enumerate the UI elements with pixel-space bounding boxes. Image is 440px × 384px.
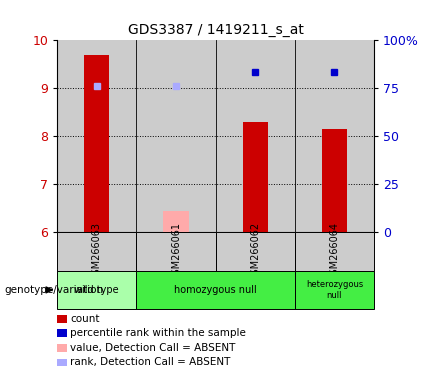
Title: GDS3387 / 1419211_s_at: GDS3387 / 1419211_s_at	[128, 23, 304, 36]
Text: rank, Detection Call = ABSENT: rank, Detection Call = ABSENT	[70, 358, 231, 367]
Text: GSM266063: GSM266063	[92, 222, 102, 281]
Bar	[216, 232, 295, 271]
Bar	[322, 129, 347, 232]
Text: heterozygous
null: heterozygous null	[306, 280, 363, 300]
Bar	[136, 232, 216, 271]
Text: homozygous null: homozygous null	[174, 285, 257, 295]
Text: count: count	[70, 314, 100, 324]
Bar	[57, 232, 136, 271]
Bar	[57, 40, 136, 232]
Bar	[295, 271, 374, 309]
Bar	[163, 211, 189, 232]
Text: percentile rank within the sample: percentile rank within the sample	[70, 328, 246, 338]
Text: value, Detection Call = ABSENT: value, Detection Call = ABSENT	[70, 343, 236, 353]
Bar	[84, 55, 110, 232]
Text: GSM266064: GSM266064	[330, 222, 339, 281]
Bar	[136, 271, 295, 309]
Text: GSM266062: GSM266062	[250, 222, 260, 281]
Text: GSM266061: GSM266061	[171, 222, 181, 281]
Bar	[295, 40, 374, 232]
Bar	[136, 40, 216, 232]
Bar	[295, 232, 374, 271]
Bar	[57, 271, 136, 309]
Text: genotype/variation: genotype/variation	[4, 285, 103, 295]
Bar	[216, 40, 295, 232]
Bar	[242, 122, 268, 232]
Text: wild type: wild type	[74, 285, 119, 295]
